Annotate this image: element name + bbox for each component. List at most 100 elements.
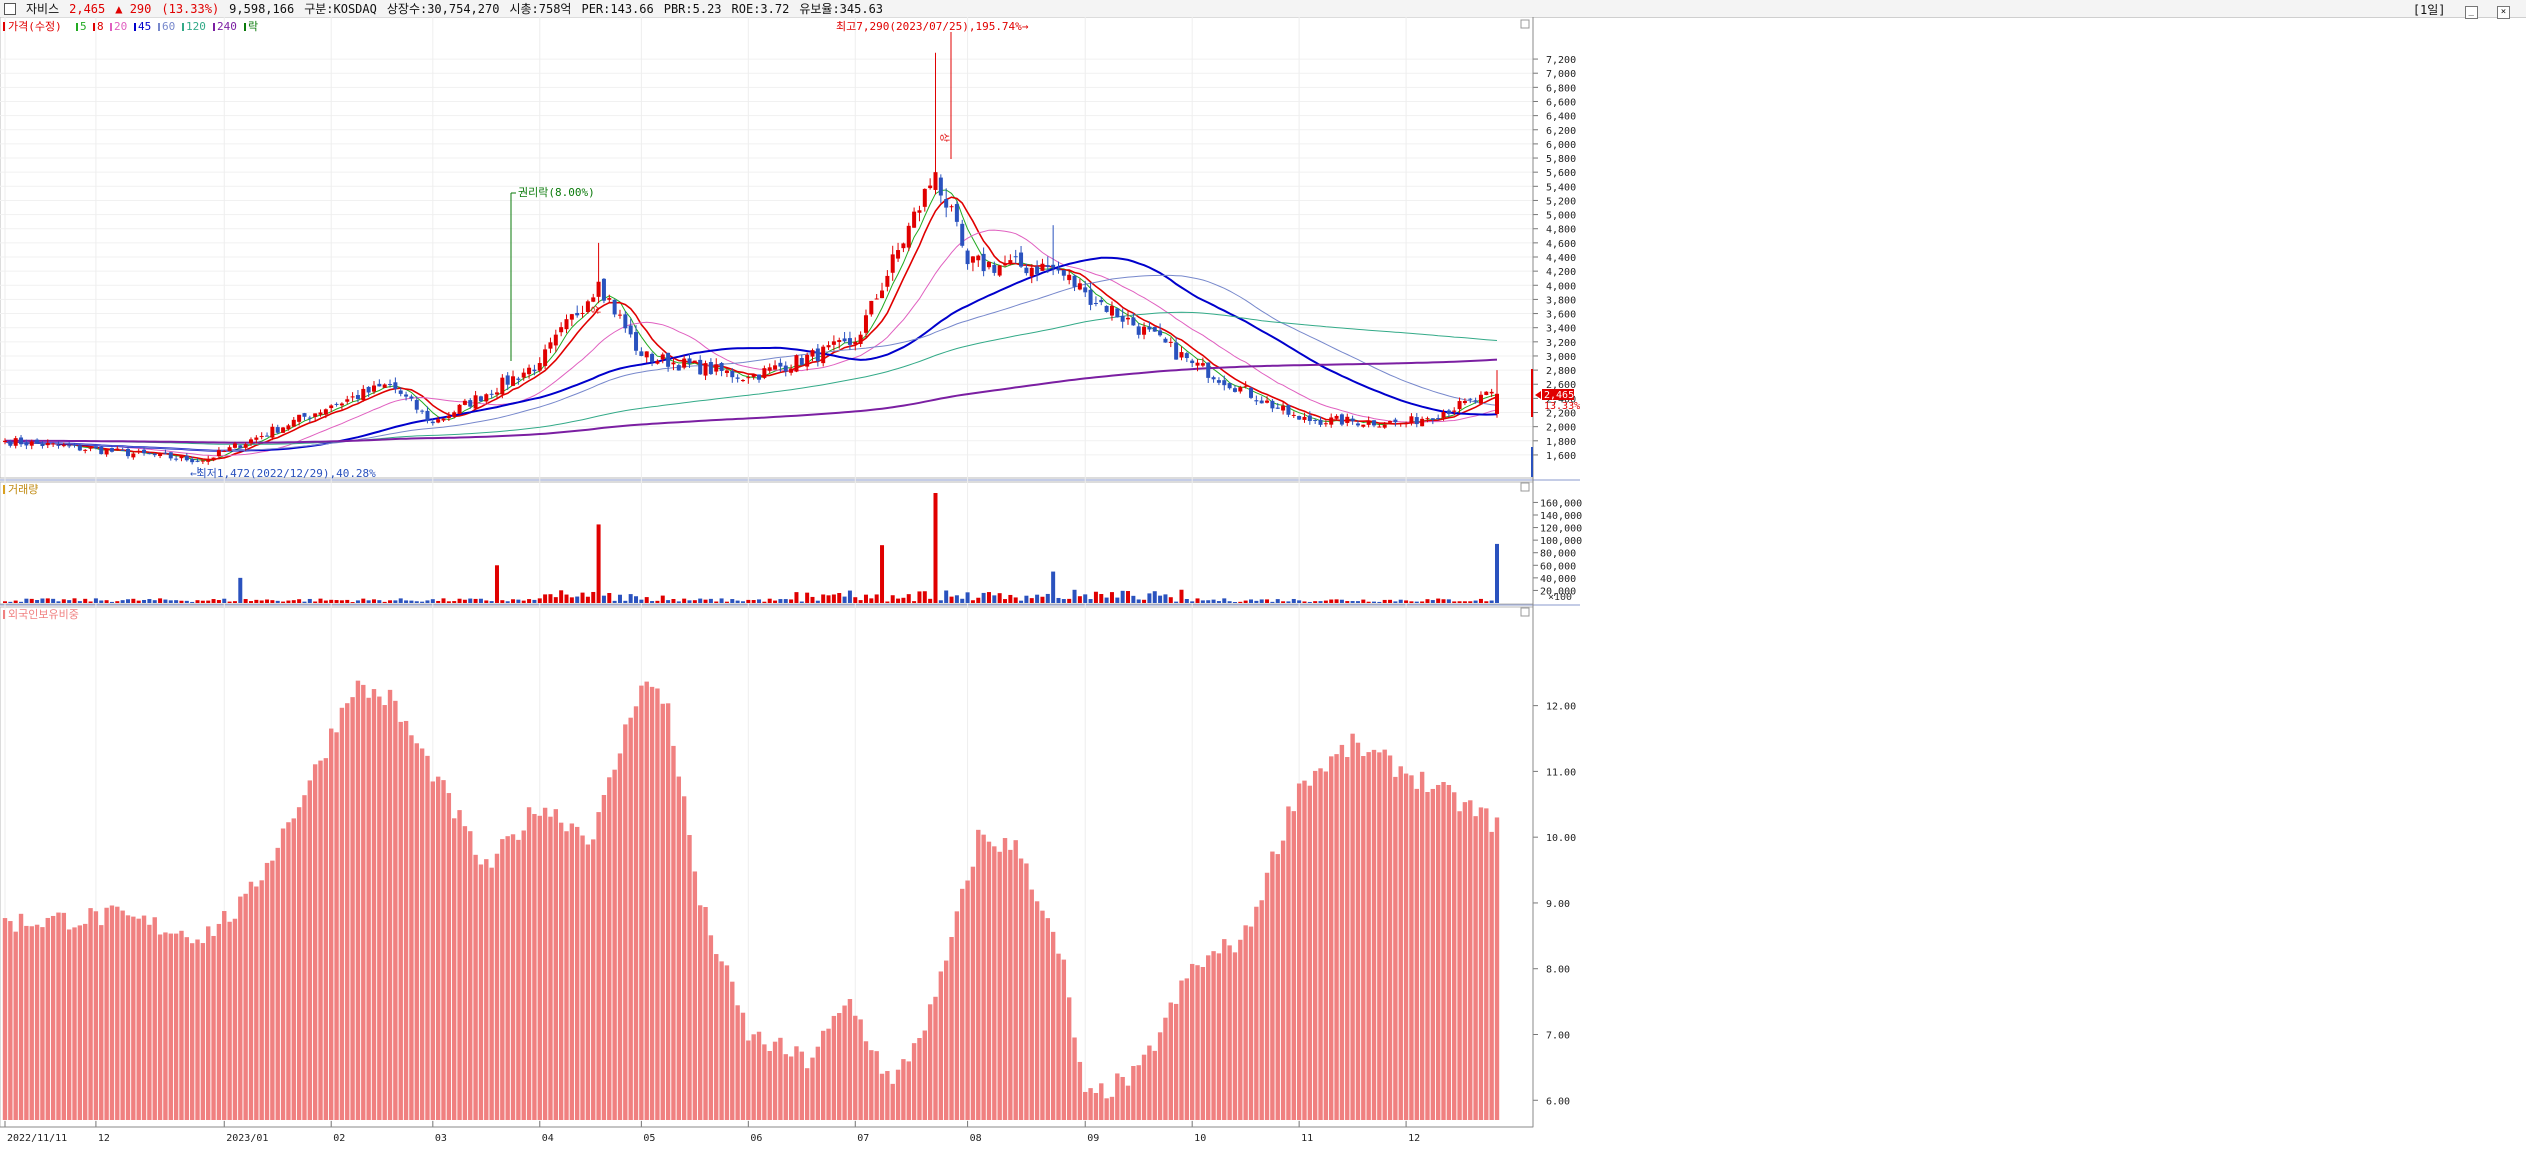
volume-bar (543, 594, 548, 603)
foreign-bar (350, 697, 355, 1120)
candle (906, 222, 911, 252)
panel-controls[interactable] (1520, 19, 1530, 617)
candle (634, 325, 639, 355)
stock-chart[interactable]: 가격(수정) 5 8 20 45 60 120 240 락 거래량 외국인보유비중 최고7,2… (0, 17, 2526, 1167)
volume-bar (1238, 601, 1243, 603)
volume-bar (724, 601, 729, 603)
volume-bar (83, 598, 88, 603)
price-tick: 5,400 (1546, 182, 1576, 193)
candle (575, 305, 580, 318)
checkbox[interactable] (4, 2, 16, 15)
price-tick: 6,800 (1546, 83, 1576, 94)
volume-bar (1307, 601, 1312, 603)
volume-bar (773, 600, 778, 603)
volume-bar (949, 596, 954, 603)
foreign-bar (1435, 784, 1441, 1120)
foreign-bar (1484, 808, 1489, 1120)
volume-bar (623, 600, 628, 603)
candle (131, 452, 136, 460)
candle (746, 375, 751, 384)
candle (478, 395, 483, 403)
volume-bar (179, 600, 184, 603)
foreign-bar (548, 816, 553, 1120)
rights-annotation: 권리락(8.00%) (510, 186, 595, 361)
candle (158, 452, 163, 459)
candle (837, 337, 842, 349)
upper-limit-mark-apr: 상 (589, 305, 601, 314)
candle (757, 374, 762, 383)
candle (120, 447, 125, 451)
price-tick: 6,400 (1546, 112, 1576, 123)
ma-legend-label: 5 (80, 20, 87, 33)
volume-bar (248, 601, 253, 603)
foreign-bar (1318, 768, 1323, 1120)
foreign-bar (756, 1031, 762, 1120)
candle (1243, 381, 1248, 389)
date-tick: 2023/01 (226, 1133, 268, 1144)
foreign-bar (730, 981, 735, 1120)
foreign-bar (992, 846, 997, 1120)
foreign-bar (526, 807, 532, 1120)
close-icon[interactable]: × (2497, 6, 2510, 19)
volume-bar (730, 599, 735, 603)
foreign-bar (794, 1046, 799, 1120)
foreign-bar (986, 841, 992, 1120)
price-tick: 4,800 (1546, 225, 1576, 236)
foreign-bar (473, 854, 478, 1120)
volume-bar (388, 600, 393, 603)
volume-bar (45, 598, 50, 603)
foreign-bar (1173, 1003, 1179, 1120)
volume-bar (1040, 596, 1045, 603)
candle (1019, 245, 1024, 268)
candle (901, 242, 906, 253)
foreign-bar (409, 735, 414, 1120)
foreign-bar (1377, 752, 1382, 1120)
volume-bar (607, 593, 612, 603)
foreign-bar (965, 880, 970, 1120)
volume-bar (938, 600, 943, 603)
volume-bars (3, 493, 1499, 603)
candle (307, 415, 312, 423)
foreign-bar (125, 915, 131, 1120)
volume-bar (307, 598, 312, 603)
foreign-bar (1254, 906, 1259, 1120)
candle (1190, 358, 1195, 368)
volume-bar (1200, 600, 1205, 603)
ma-legend-label: 8 (97, 20, 104, 33)
volume-bar (901, 597, 906, 603)
volume-bar (858, 600, 863, 603)
candle (1222, 375, 1227, 391)
minimize-icon[interactable]: _ (2464, 6, 2478, 19)
foreign-bar (1061, 959, 1067, 1120)
foreign-bar (1120, 1076, 1125, 1120)
volume-bar (1099, 594, 1104, 603)
period-label[interactable]: [1일] (2412, 3, 2446, 17)
volume-bar (500, 600, 505, 603)
volume-tick: 20,000 (1540, 586, 1576, 597)
volume-bar (612, 600, 617, 603)
volume-bar (1425, 599, 1430, 603)
candle (1281, 401, 1286, 415)
foreign-bar (13, 931, 18, 1120)
candle (559, 322, 564, 337)
volume-bar (1350, 601, 1355, 603)
volume-bar (970, 600, 975, 603)
foreign-bar (1398, 766, 1403, 1120)
volume-bar (8, 601, 13, 603)
candle (596, 242, 601, 304)
foreign-bar (575, 826, 580, 1120)
volume-bar (1035, 594, 1040, 603)
foreign-bar (1034, 901, 1040, 1120)
foreign-bar (179, 930, 184, 1120)
volume-bar (981, 592, 986, 603)
candle (72, 443, 77, 448)
foreign-bar (275, 847, 280, 1120)
volume-bar (366, 600, 371, 603)
foreign-bar (1243, 925, 1248, 1120)
candle (334, 402, 339, 407)
candle (404, 391, 409, 401)
candle (1195, 359, 1200, 372)
volume-bar (1259, 599, 1264, 603)
volume-bar (601, 595, 606, 603)
foreign-bar (1238, 939, 1243, 1120)
